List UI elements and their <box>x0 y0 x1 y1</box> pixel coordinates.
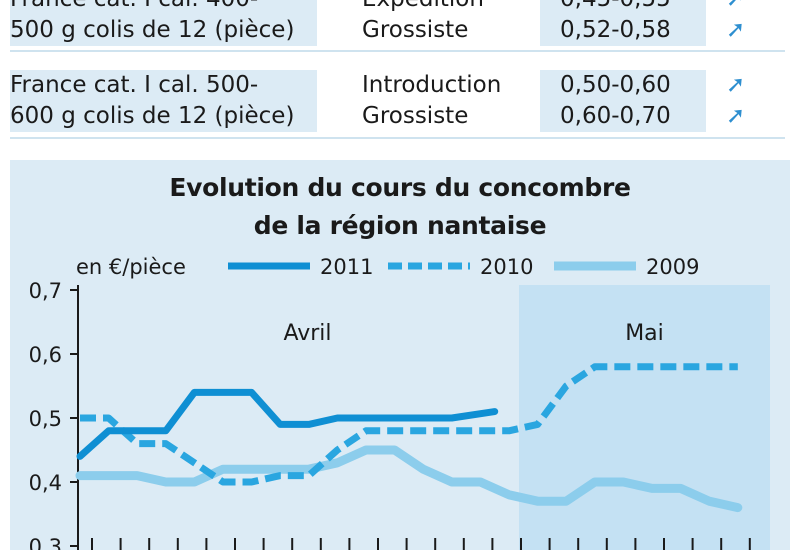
price-cell: 0,45-0,55 0,52-0,58 <box>540 0 706 46</box>
series-line-2011 <box>76 388 499 460</box>
trend-cell: ➚ ➚ <box>726 0 745 46</box>
price-cell: 0,50-0,60 0,60-0,70 <box>540 70 706 132</box>
unit-label: en €/pièce <box>76 255 186 279</box>
series-line-2009 <box>75 445 743 513</box>
arrow-up-right-icon: ➚ <box>726 103 746 129</box>
row-divider <box>10 137 785 139</box>
product-cell: France cat. I cal. 400- 500 g colis de 1… <box>10 0 317 46</box>
y-tick-label: 0,6 <box>29 343 62 367</box>
legend-label-2011: 2011 <box>320 255 373 279</box>
product-cell: France cat. I cal. 500- 600 g colis de 1… <box>10 70 317 132</box>
product-line: 600 g colis de 12 (pièce) <box>10 103 295 129</box>
series-line-2010 <box>80 363 738 486</box>
price-value: 0,52-0,58 <box>560 17 671 43</box>
y-tick-label: 0,4 <box>29 471 62 495</box>
legend-label-2010: 2010 <box>480 255 533 279</box>
period-label-mai: Mai <box>625 321 664 346</box>
product-line: France cat. I cal. 400- <box>10 0 317 15</box>
legend-label-2009: 2009 <box>646 255 699 279</box>
chart-title-line-2: de la région nantaise <box>253 211 547 240</box>
stage-cell: Expédition Grossiste <box>362 0 484 46</box>
product-line: France cat. I cal. 500- <box>10 72 259 98</box>
stage-label: Expédition <box>362 0 484 15</box>
table-row: France cat. I cal. 400- 500 g colis de 1… <box>10 0 785 46</box>
arrow-up-right-icon: ➚ <box>726 0 745 15</box>
arrow-up-right-icon: ➚ <box>726 17 746 43</box>
stage-label: Grossiste <box>362 17 469 43</box>
price-table: France cat. I cal. 400- 500 g colis de 1… <box>10 0 785 140</box>
stage-cell: Introduction Grossiste <box>362 70 501 132</box>
product-line: 500 g colis de 12 (pièce) <box>10 17 295 43</box>
chart-title-line-1: Evolution du cours du concombre <box>169 173 631 202</box>
y-tick-label: 0,7 <box>29 279 62 303</box>
stage-label: Introduction <box>362 72 502 98</box>
trend-cell: ➚ ➚ <box>726 70 745 132</box>
arrow-up-right-icon: ➚ <box>726 72 746 98</box>
period-label-avril: Avril <box>283 321 331 346</box>
stage-label: Grossiste <box>362 103 469 129</box>
price-value: 0,45-0,55 <box>560 0 706 15</box>
price-value: 0,60-0,70 <box>560 103 671 129</box>
y-tick-label: 0,5 <box>29 407 62 431</box>
row-divider <box>10 50 785 52</box>
table-row: France cat. I cal. 500- 600 g colis de 1… <box>10 70 785 132</box>
price-value: 0,50-0,60 <box>560 72 671 98</box>
y-tick-label: 0,3 <box>29 535 62 550</box>
